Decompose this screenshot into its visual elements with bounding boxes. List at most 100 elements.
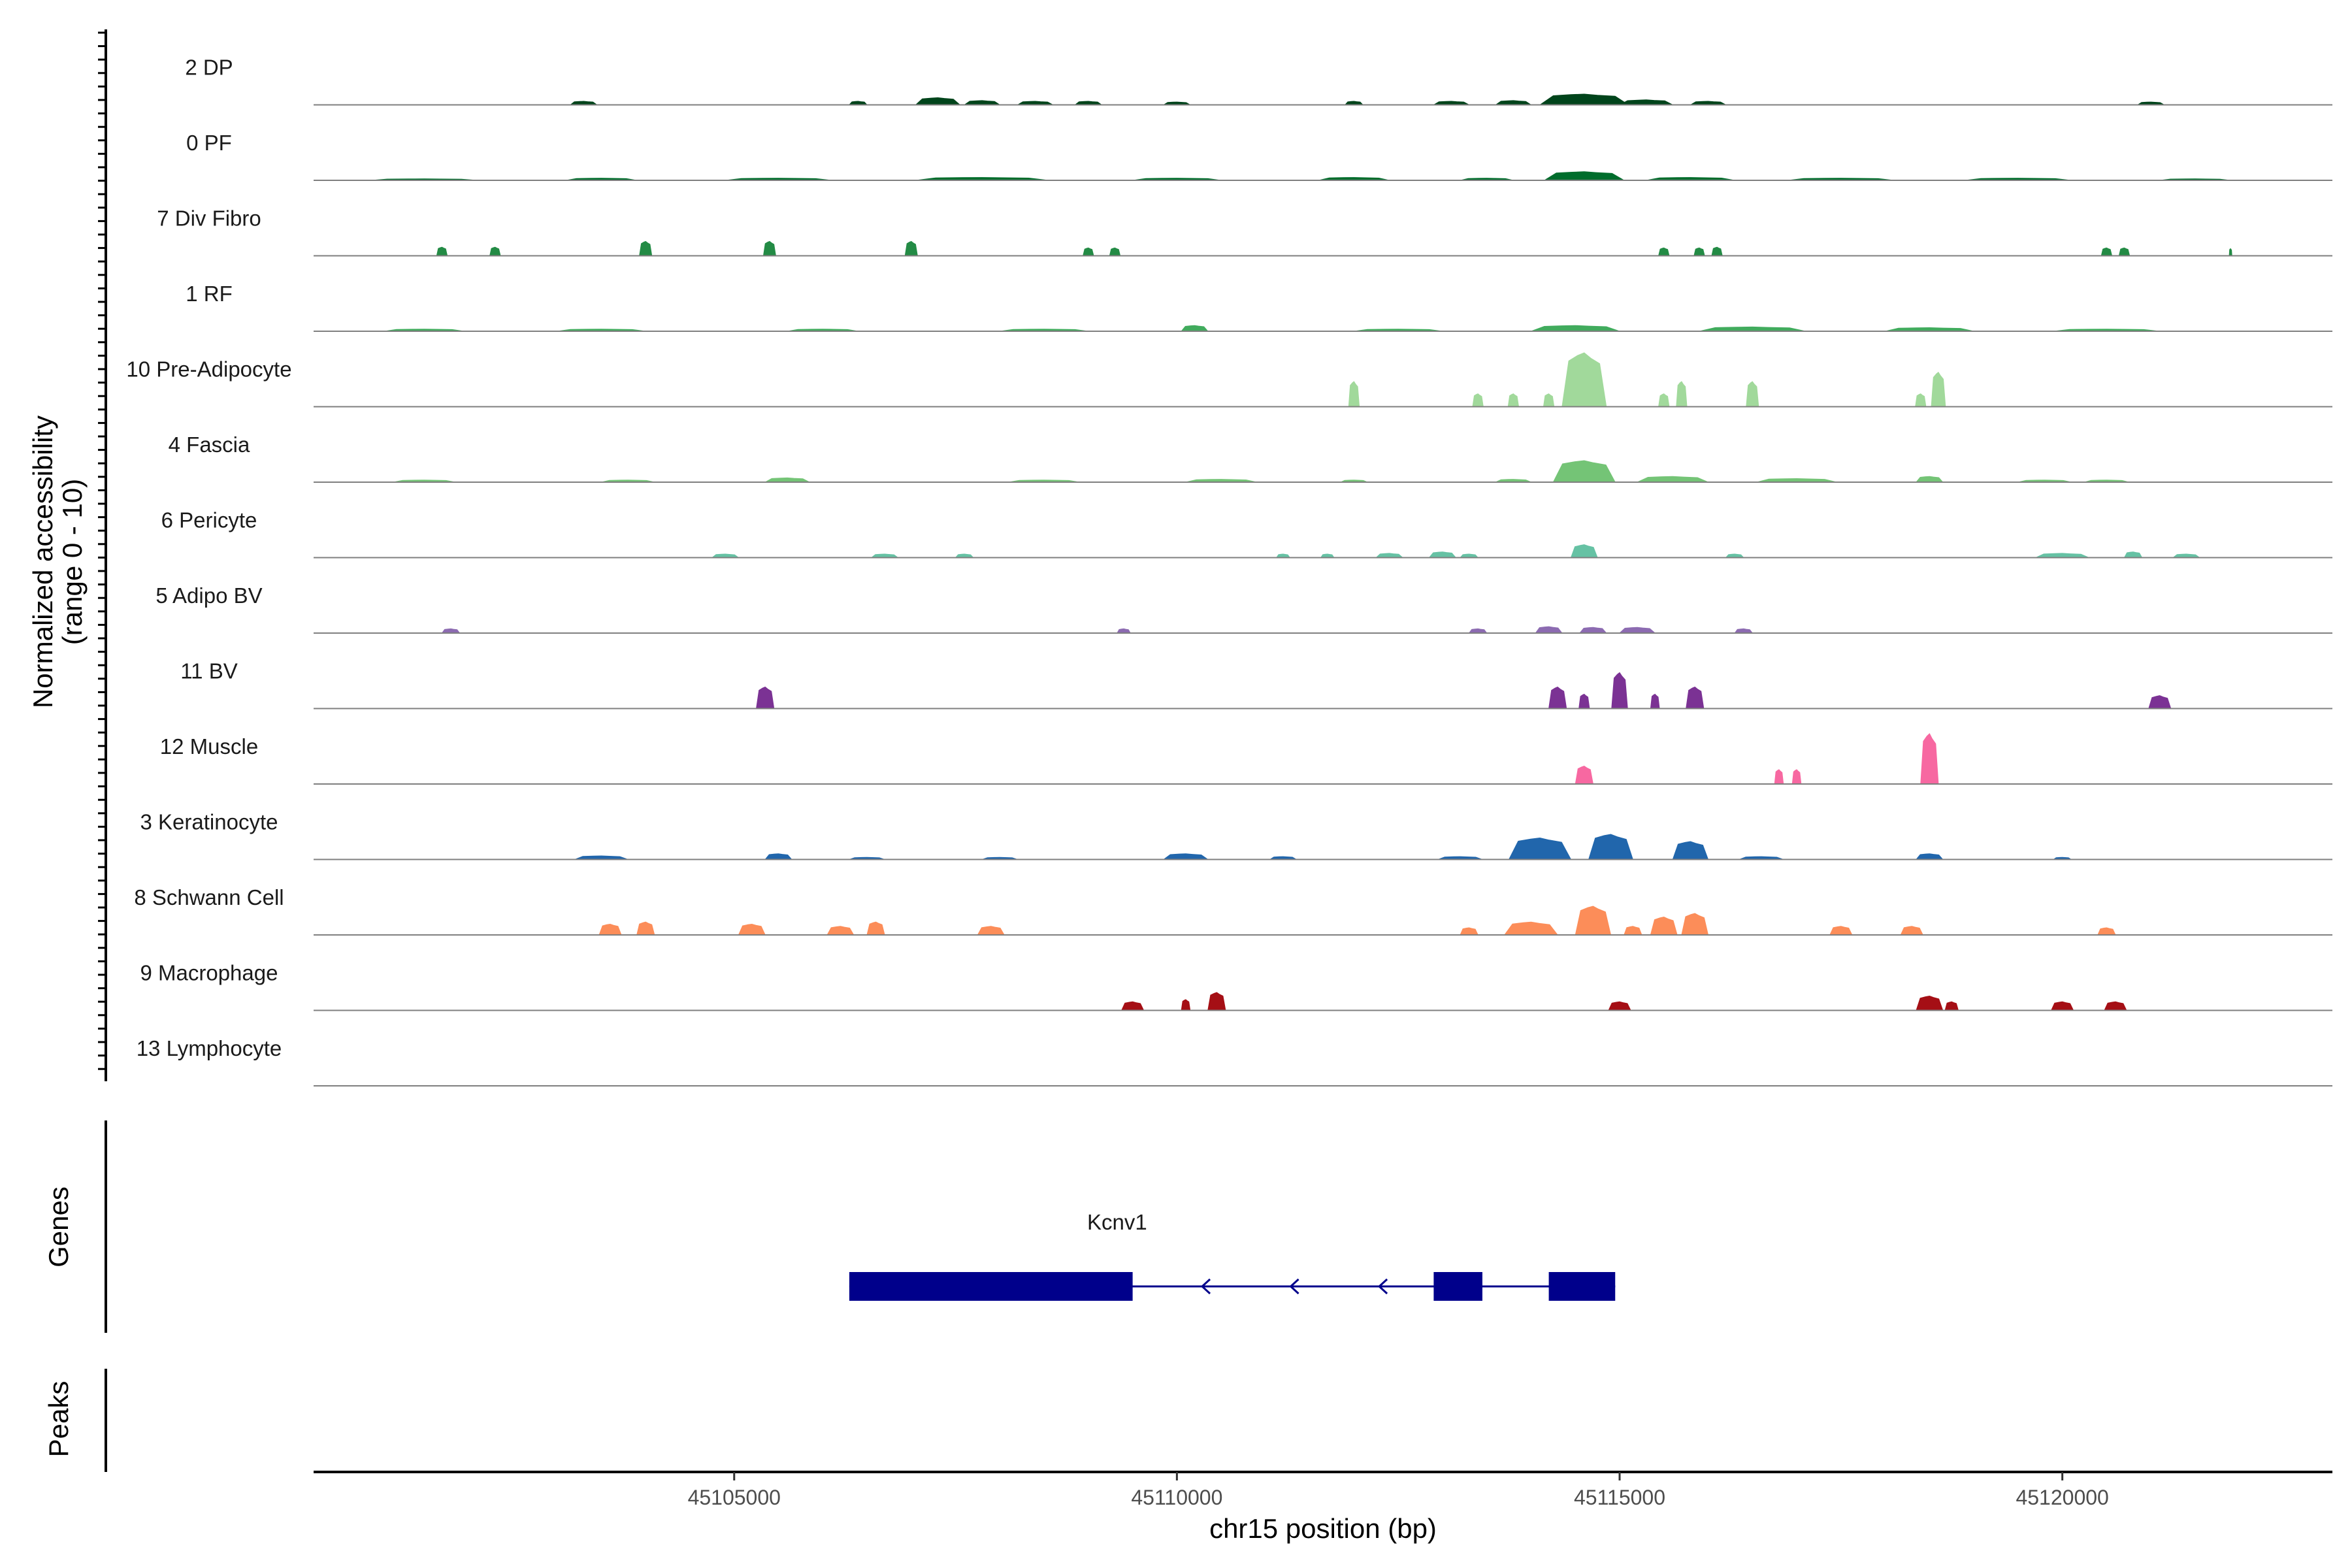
peak-7-div-fibro-6 — [1109, 247, 1121, 256]
peak-1-rf-6 — [1531, 325, 1620, 332]
peak-6-pericyte-6 — [1428, 551, 1457, 558]
track-label-1-rf: 1 RF — [186, 282, 233, 306]
track-label-3-keratinocyte: 3 Keratinocyte — [140, 810, 278, 834]
peak-10-pre-adipocyte-4 — [1561, 352, 1607, 407]
track-12-muscle: 12 Muscle — [160, 733, 2332, 785]
gene-exon-0 — [849, 1272, 1133, 1301]
gene-model: Kcnv1 — [849, 1210, 1616, 1301]
peak-3-keratinocyte-1 — [764, 853, 792, 860]
x-tick-label-2: 45115000 — [1574, 1486, 1665, 1509]
peak-8-schwann-cell-6 — [1460, 927, 1478, 936]
peak-2-dp-2 — [915, 97, 961, 105]
peak-5-adipo-bv-4 — [1578, 627, 1607, 634]
peak-7-div-fibro-12 — [2229, 248, 2232, 256]
track-label-12-muscle: 12 Muscle — [160, 734, 258, 759]
track-8-schwann-cell: 8 Schwann Cell — [134, 885, 2332, 936]
peak-6-pericyte-11 — [2123, 551, 2143, 558]
peak-8-schwann-cell-5 — [977, 926, 1005, 936]
peak-11-bv-1 — [1548, 686, 1567, 709]
peaks-panel-label: Peaks — [43, 1381, 74, 1458]
peak-7-div-fibro-8 — [1693, 247, 1705, 256]
peak-10-pre-adipocyte-1 — [1472, 393, 1484, 407]
peak-8-schwann-cell-14 — [2097, 927, 2116, 936]
peak-8-schwann-cell-13 — [1900, 926, 1923, 936]
peak-7-div-fibro-7 — [1658, 247, 1670, 256]
gene-exon-2 — [1548, 1272, 1616, 1301]
peak-9-macrophage-1 — [1181, 999, 1191, 1011]
peak-9-macrophage-5 — [1944, 1001, 1959, 1011]
track-4-fascia: 4 Fascia — [169, 433, 2332, 483]
track-7-div-fibro: 7 Div Fibro — [157, 206, 2332, 257]
peak-4-fascia-10 — [1915, 476, 1944, 483]
track-0-pf: 0 PF — [186, 131, 2332, 181]
strand-arrow-1 — [1289, 1278, 1299, 1295]
peak-3-keratinocyte-4 — [1162, 853, 1209, 860]
genes-panel-label: Genes — [43, 1186, 74, 1267]
peak-0-pf-7 — [1543, 171, 1625, 181]
peak-10-pre-adipocyte-2 — [1507, 393, 1520, 407]
track-13-lymphocyte: 13 Lymphocyte — [137, 1036, 2332, 1086]
peak-11-bv-5 — [1686, 686, 1705, 709]
gene-exon-1 — [1433, 1272, 1482, 1301]
peak-7-div-fibro-11 — [2118, 247, 2131, 256]
peak-7-div-fibro-0 — [436, 246, 448, 256]
peak-6-pericyte-8 — [1570, 544, 1598, 558]
peak-9-macrophage-6 — [2050, 1001, 2074, 1011]
y-axis-title-line1: Normalized accessibility — [27, 416, 58, 708]
track-9-macrophage: 9 Macrophage — [140, 961, 2332, 1011]
track-10-pre-adipocyte: 10 Pre-Adipocyte — [126, 352, 2332, 408]
peak-10-pre-adipocyte-0 — [1348, 381, 1360, 407]
peak-8-schwann-cell-0 — [598, 923, 622, 936]
peak-3-keratinocyte-11 — [1915, 853, 1944, 860]
track-label-13-lymphocyte: 13 Lymphocyte — [137, 1036, 282, 1060]
peak-7-div-fibro-5 — [1083, 247, 1094, 256]
peak-12-muscle-2 — [1791, 769, 1802, 785]
peak-9-macrophage-0 — [1120, 1001, 1145, 1011]
peak-11-bv-4 — [1650, 693, 1660, 709]
peak-3-keratinocyte-9 — [1672, 841, 1709, 860]
peak-10-pre-adipocyte-5 — [1676, 381, 1688, 407]
peak-3-keratinocyte-7 — [1508, 837, 1572, 860]
peak-8-schwann-cell-8 — [1575, 906, 1612, 936]
x-tick-label-1: 45110000 — [1131, 1486, 1222, 1509]
coverage-tracks: 2 DP 0 PF 7 Div Fibro 1 RF 10 Pre-Adipocyte 4… — [126, 56, 2332, 1086]
track-label-0-pf: 0 PF — [186, 131, 232, 155]
peak-2-dp-11 — [1619, 99, 1673, 105]
peak-12-muscle-3 — [1920, 733, 1939, 785]
peak-3-keratinocyte-8 — [1588, 834, 1633, 860]
peak-7-div-fibro-2 — [639, 240, 653, 256]
peak-12-muscle-1 — [1774, 769, 1784, 785]
peak-12-muscle-0 — [1575, 765, 1594, 785]
peak-7-div-fibro-4 — [904, 240, 918, 256]
peak-8-schwann-cell-4 — [866, 921, 885, 936]
track-label-2-dp: 2 DP — [185, 56, 233, 80]
x-tick-label-3: 45120000 — [2016, 1486, 2108, 1509]
peak-8-schwann-cell-12 — [1829, 926, 1853, 936]
peak-8-schwann-cell-11 — [1681, 913, 1709, 936]
peak-10-pre-adipocyte-3 — [1543, 393, 1555, 407]
peak-2-dp-10 — [1539, 93, 1630, 105]
peak-9-macrophage-2 — [1207, 992, 1226, 1011]
y-axis-title-line2: (range 0 - 10) — [57, 479, 88, 645]
track-label-4-fascia: 4 Fascia — [169, 433, 250, 457]
x-axis-ticks: 45105000 45110000 45115000 45120000 — [688, 1472, 2109, 1509]
track-label-8-schwann-cell: 8 Schwann Cell — [134, 885, 284, 909]
track-label-5-adipo-bv: 5 Adipo BV — [155, 583, 262, 608]
peak-7-div-fibro-1 — [489, 246, 501, 256]
track-label-11-bv: 11 BV — [180, 659, 237, 683]
peak-10-pre-adipocyte-7 — [1746, 381, 1759, 407]
peak-9-macrophage-7 — [2104, 1001, 2127, 1011]
peak-7-div-fibro-3 — [762, 240, 776, 256]
peak-8-schwann-cell-2 — [738, 923, 766, 936]
track-2-dp: 2 DP — [185, 56, 2332, 106]
peak-4-fascia-7 — [1552, 460, 1616, 483]
peak-8-schwann-cell-3 — [826, 926, 855, 936]
peak-7-div-fibro-9 — [1711, 246, 1723, 256]
peak-11-bv-2 — [1578, 693, 1590, 709]
track-label-6-pericyte: 6 Pericyte — [161, 508, 257, 532]
strand-arrow-2 — [1377, 1278, 1388, 1295]
peak-8-schwann-cell-10 — [1650, 916, 1678, 936]
peak-5-adipo-bv-3 — [1535, 626, 1563, 634]
track-label-10-pre-adipocyte: 10 Pre-Adipocyte — [126, 357, 291, 382]
